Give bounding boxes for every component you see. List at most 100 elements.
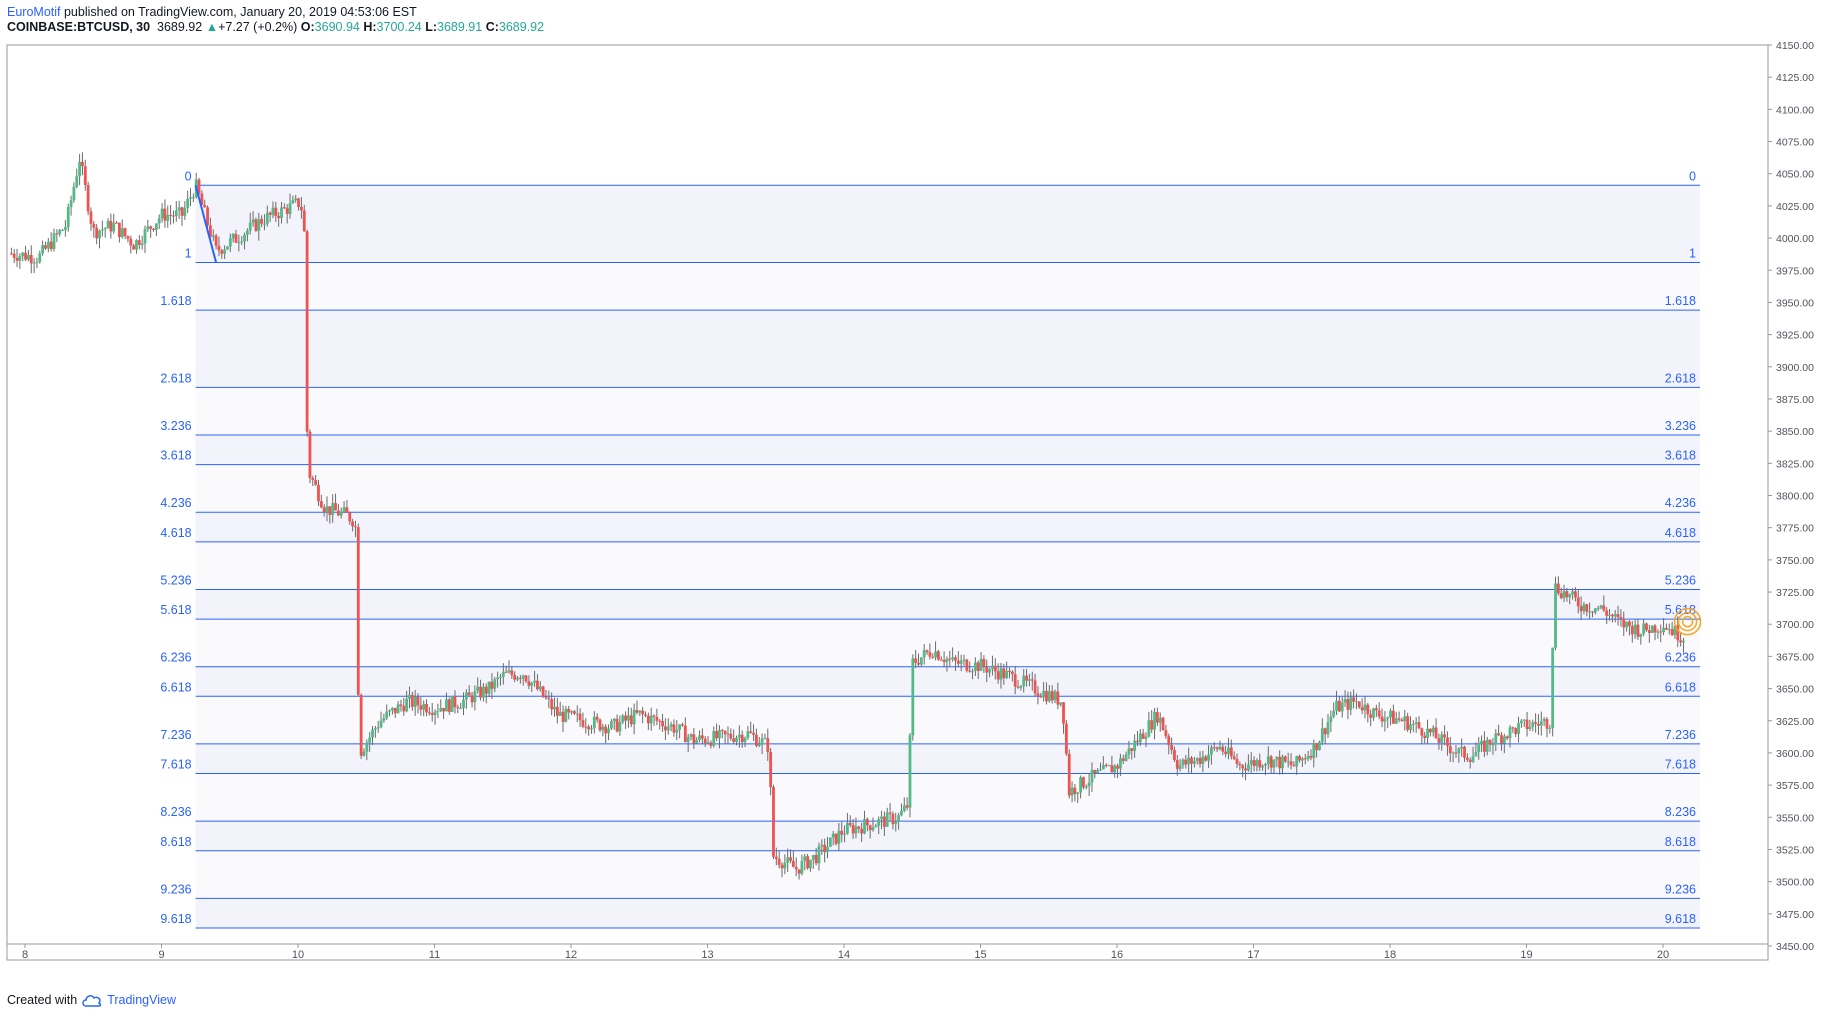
- candle-down: [217, 245, 221, 251]
- candle-down: [1082, 777, 1085, 788]
- fib-band: [195, 512, 1700, 542]
- candle-up: [1326, 722, 1330, 735]
- candle-down: [1653, 625, 1657, 633]
- candle-up: [280, 207, 283, 219]
- candle-down: [982, 658, 986, 668]
- candle-up: [146, 226, 150, 230]
- candle-up: [1460, 746, 1464, 749]
- candle-up: [1261, 765, 1264, 768]
- tradingview-brand-link[interactable]: TradingView: [107, 993, 176, 1007]
- candle-down: [939, 659, 943, 661]
- candle-down: [132, 245, 136, 250]
- candle-up: [612, 718, 616, 722]
- candle-up: [1301, 758, 1304, 761]
- candle-down: [1232, 756, 1236, 759]
- candle-down: [740, 734, 744, 743]
- price-tick-label: 3550.00: [1776, 812, 1814, 824]
- candle-down: [1241, 765, 1245, 769]
- candle-up: [1264, 763, 1267, 766]
- fib-lines: 0 0 1 1 1.618 1.618 2.618 2.618 3.236 3.236 3.618 3…: [160, 169, 1700, 929]
- candle-up: [160, 208, 164, 219]
- candle-down: [518, 677, 522, 679]
- candle-down: [1497, 733, 1501, 736]
- candle-down: [1514, 728, 1518, 734]
- price-axis[interactable]: 4150.00 4125.00 4100.00 4075.00 4050.00 4025.…: [1768, 40, 1814, 953]
- candle-up: [507, 670, 511, 673]
- candle-down: [1420, 728, 1424, 736]
- candle-down: [1269, 756, 1273, 768]
- candle-up: [46, 241, 50, 249]
- candle-down: [840, 830, 844, 835]
- candle-down: [937, 651, 940, 660]
- price-tick-label: 3500.00: [1776, 877, 1814, 889]
- candle-down: [126, 236, 130, 239]
- candle-up: [575, 713, 579, 715]
- candle-up: [1431, 727, 1435, 733]
- candle-up: [1386, 717, 1390, 719]
- candle-up: [1508, 727, 1512, 739]
- candle-up: [112, 222, 116, 232]
- candle-up: [376, 727, 380, 729]
- candle-up: [339, 511, 343, 516]
- candle-down: [285, 208, 289, 214]
- candle-down: [1190, 757, 1193, 764]
- candle-up: [632, 710, 636, 725]
- candle-up: [1599, 605, 1603, 609]
- candle-up: [934, 651, 937, 658]
- time-axis[interactable]: 8 9 10 11 12 13 14 15 16 17 18 19 20: [7, 943, 1768, 961]
- candle-down: [351, 521, 354, 527]
- candle-up: [618, 722, 622, 732]
- candle-down: [1446, 737, 1449, 746]
- candle-down: [1073, 787, 1077, 794]
- fib-level-label-left: 4.236: [160, 496, 191, 510]
- candle-up: [245, 230, 249, 235]
- candle-up: [186, 198, 190, 208]
- candle-down: [1204, 756, 1208, 761]
- price-change: +7.27 (+0.2%): [218, 20, 298, 34]
- candle-down: [1164, 730, 1168, 737]
- candle-down: [615, 718, 619, 732]
- candle-up: [501, 671, 505, 677]
- fib-level-label-left: 7.236: [160, 728, 191, 742]
- candle-up: [228, 238, 232, 247]
- candle-up: [885, 812, 889, 827]
- candle-up: [1613, 614, 1617, 617]
- candle-down: [427, 712, 431, 714]
- candle-up: [38, 253, 42, 262]
- candle-down: [661, 721, 664, 727]
- candle-up: [945, 658, 949, 662]
- candle-up: [521, 675, 525, 679]
- candle-up: [538, 686, 542, 690]
- candle-down: [1016, 686, 1020, 688]
- concentric-circles-icon: [1673, 607, 1702, 636]
- candle-down: [709, 742, 713, 746]
- candle-down: [1585, 604, 1589, 612]
- candle-down: [152, 228, 155, 230]
- candle-up: [564, 708, 568, 722]
- candle-up: [493, 679, 497, 689]
- candle-down: [354, 526, 357, 528]
- candle-down: [1161, 717, 1165, 731]
- candle-down: [925, 650, 929, 653]
- candle-down: [510, 670, 514, 676]
- candle-down: [1574, 591, 1577, 598]
- candle-up: [1411, 723, 1415, 725]
- candle-down: [1298, 756, 1301, 761]
- created-with-label: Created with: [7, 993, 78, 1007]
- candle-up: [706, 742, 710, 744]
- candle-down: [277, 216, 281, 219]
- candle-up: [1349, 697, 1353, 710]
- fib-level-label-right: 5.236: [1665, 573, 1696, 587]
- author-link[interactable]: EuroMotif: [7, 5, 61, 19]
- candle-up: [1087, 782, 1091, 787]
- candle-down: [993, 665, 997, 672]
- candle-up: [1320, 728, 1324, 742]
- candle-down: [1155, 711, 1159, 723]
- price-tick-label: 3875.00: [1776, 394, 1814, 406]
- candle-up: [408, 694, 411, 699]
- candle-down: [447, 699, 451, 712]
- candle-up: [746, 731, 750, 738]
- candle-down: [567, 708, 571, 713]
- candle-down: [209, 225, 212, 237]
